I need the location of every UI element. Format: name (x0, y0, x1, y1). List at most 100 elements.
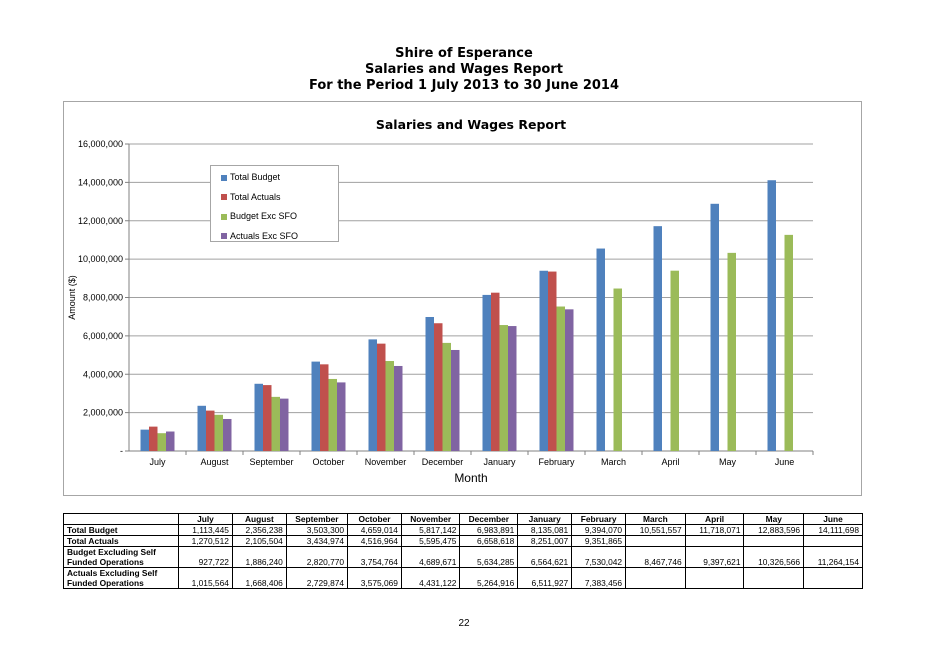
bar-3 (166, 431, 175, 451)
legend-item: Budget Exc SFO (221, 210, 297, 222)
bar-2 (271, 396, 280, 451)
report-header: Shire of Esperance Salaries and Wages Re… (0, 46, 928, 94)
legend-item: Total Actuals (221, 191, 281, 203)
table-cell: 5,634,285 (459, 557, 519, 568)
table-cell (803, 578, 863, 589)
table-cell (625, 546, 686, 557)
bar-1 (206, 410, 215, 451)
table-cell (684, 546, 745, 557)
table-column-header: April (684, 513, 745, 525)
table-row: Funded Operations 927,722 1,886,240 2,820,7… (63, 557, 863, 568)
table-cell (803, 535, 863, 547)
y-tick-label: 4,000,000 (83, 369, 123, 379)
legend-swatch (221, 194, 227, 201)
table-cell (803, 567, 863, 578)
y-tick-label: 6,000,000 (83, 331, 123, 341)
page-number: 22 (458, 618, 470, 629)
bar-3 (337, 382, 346, 451)
bar-2 (499, 325, 508, 451)
table-cell: 1,015,564 (178, 578, 233, 589)
bar-1 (320, 364, 329, 451)
bar-0 (368, 339, 377, 451)
legend-label: Budget Exc SFO (230, 211, 298, 221)
table-cell: 6,983,891 (459, 524, 519, 536)
table-cell (400, 546, 461, 557)
legend-swatch (221, 174, 227, 181)
bar-3 (565, 309, 574, 451)
table-cell: 1,886,240 (231, 557, 287, 568)
table-cell (571, 567, 627, 578)
table-cell: 1,113,445 (178, 524, 233, 536)
table-cell (231, 546, 287, 557)
chart-title: Salaries and Wages Report (376, 117, 566, 132)
report-title: Salaries and Wages Report (365, 62, 563, 77)
y-tick-label: 12,000,000 (78, 216, 123, 226)
bar-2 (727, 252, 736, 451)
bar-0 (197, 405, 206, 451)
table-cell: 2,356,238 (231, 524, 287, 536)
table-cell (684, 578, 745, 589)
x-tick-label: December (422, 457, 464, 467)
table-cell: 5,264,916 (459, 578, 519, 589)
table-cell: 3,575,069 (347, 578, 402, 589)
table-column-header: September (285, 513, 349, 525)
table-cell: 9,351,865 (571, 535, 627, 547)
table-cell (459, 567, 519, 578)
legend-label: Actuals Exc SFO (230, 230, 299, 241)
bar-0 (425, 316, 434, 451)
bar-0 (254, 383, 263, 451)
x-tick-label: March (601, 457, 626, 467)
x-tick-label: November (365, 457, 407, 467)
legend-item: Actuals Exc SFO (221, 230, 298, 242)
table-cell (684, 535, 745, 547)
table-cell: 8,251,007 (517, 535, 573, 547)
table-cell: 4,689,671 (400, 557, 461, 568)
report-org: Shire of Esperance (395, 46, 533, 61)
table-cell: 4,516,964 (347, 535, 402, 547)
report-period: For the Period 1 July 2013 to 30 June 20… (309, 78, 619, 93)
bar-2 (556, 306, 565, 451)
bar-1 (434, 323, 443, 451)
table-cell: 11,718,071 (684, 524, 745, 536)
table-cell (285, 546, 349, 557)
x-tick-label: July (149, 457, 166, 467)
y-tick-label: 2,000,000 (83, 408, 123, 418)
row-label: Total Budget (63, 524, 179, 536)
bar-2 (328, 378, 337, 451)
chart-frame (63, 101, 862, 496)
bar-0 (653, 226, 662, 451)
y-tick-label: - (120, 446, 123, 456)
x-axis-title: Month (454, 471, 487, 485)
table-cell (517, 546, 573, 557)
table-cell (347, 546, 402, 557)
row-label: Actuals Excluding Self (63, 567, 179, 578)
x-tick-label: May (719, 457, 737, 467)
bar-2 (613, 288, 622, 451)
table-row: Funded Operations 1,015,564 1,668,406 2,729… (63, 578, 863, 589)
table-column-header: March (625, 513, 686, 525)
table-cell: 9,397,621 (684, 557, 745, 568)
table-cell: 6,511,927 (517, 578, 573, 589)
table-cell (684, 567, 745, 578)
bar-0 (539, 270, 548, 451)
table-column-header: December (459, 513, 519, 525)
table-column-header: October (347, 513, 402, 525)
x-tick-label: September (249, 457, 293, 467)
bar-1 (149, 426, 158, 451)
table-column-header: January (517, 513, 573, 525)
table-cell: 4,659,014 (347, 524, 402, 536)
bar-0 (710, 203, 719, 451)
bar-2 (385, 361, 394, 451)
table-row: Actuals Excluding Self (63, 567, 863, 578)
table-cell (571, 546, 627, 557)
table-cell: 2,729,874 (285, 578, 349, 589)
table-cell (231, 567, 287, 578)
bar-1 (263, 385, 272, 451)
table-cell: 3,754,764 (347, 557, 402, 568)
data-table: July August September October November Decemb… (63, 513, 863, 589)
table-cell (178, 546, 233, 557)
bar-3 (451, 349, 460, 451)
table-row: Total Budget 1,113,445 2,356,238 3,503,300 4… (63, 524, 863, 536)
row-label: Funded Operations (63, 578, 179, 589)
y-tick-label: 10,000,000 (78, 254, 123, 264)
